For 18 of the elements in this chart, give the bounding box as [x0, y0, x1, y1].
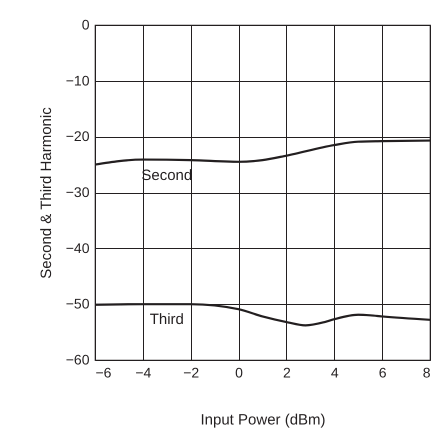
series-label: Third [150, 311, 184, 328]
y-tick-label: −20 [66, 128, 90, 144]
y-axis-title: Second & Third Harmonic [38, 106, 55, 279]
x-tick-label: −2 [183, 364, 200, 380]
y-tick-label: −40 [66, 240, 90, 256]
y-tick-label: −50 [66, 296, 90, 312]
x-tick-label: 6 [378, 364, 387, 380]
x-tick-label: 8 [422, 364, 431, 380]
x-tick-label: −6 [96, 364, 112, 380]
y-tick-label: −10 [66, 72, 90, 88]
x-tick-label: 0 [235, 364, 244, 380]
x-axis-title: Input Power (dBm) [200, 412, 326, 428]
x-tick-label: 4 [330, 364, 339, 380]
y-tick-label: −60 [66, 352, 90, 368]
x-tick-label: −4 [135, 364, 152, 380]
x-tick-label: 2 [283, 364, 292, 380]
y-tick-label: 0 [82, 16, 90, 32]
y-tick-label: −30 [66, 184, 90, 200]
